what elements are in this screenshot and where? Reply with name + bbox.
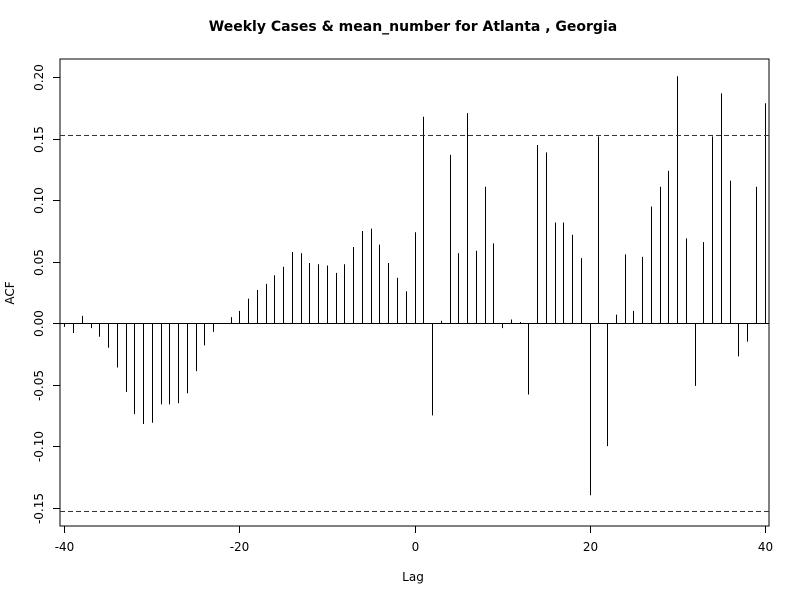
confidence-bounds <box>60 135 769 512</box>
y-tick-label: -0.15 <box>32 493 46 524</box>
x-tick-label: 40 <box>758 540 773 554</box>
x-axis-label: Lag <box>402 570 424 584</box>
y-tick-label: 0.15 <box>32 126 46 153</box>
y-tick-label: 0.10 <box>32 187 46 214</box>
x-tick-label: 20 <box>583 540 598 554</box>
y-tick-label: -0.10 <box>32 431 46 462</box>
x-tick-label: -40 <box>55 540 75 554</box>
y-tick-label: 0.00 <box>32 310 46 337</box>
acf-bars <box>64 76 766 496</box>
chart-title: Weekly Cases & mean_number for Atlanta ,… <box>209 19 617 35</box>
x-tick-label: -20 <box>230 540 250 554</box>
x-tick-label: 0 <box>412 540 420 554</box>
y-axis-label: ACF <box>3 281 17 304</box>
y-tick-label: 0.05 <box>32 249 46 276</box>
y-axis: -0.15 -0.10 -0.05 0.00 0.05 0.10 0.15 0.20 <box>32 64 60 524</box>
y-tick-label: 0.20 <box>32 64 46 91</box>
plot-frame <box>59 58 770 527</box>
y-tick-label: -0.05 <box>32 370 46 401</box>
x-axis: -40 -20 0 20 40 <box>55 526 773 554</box>
